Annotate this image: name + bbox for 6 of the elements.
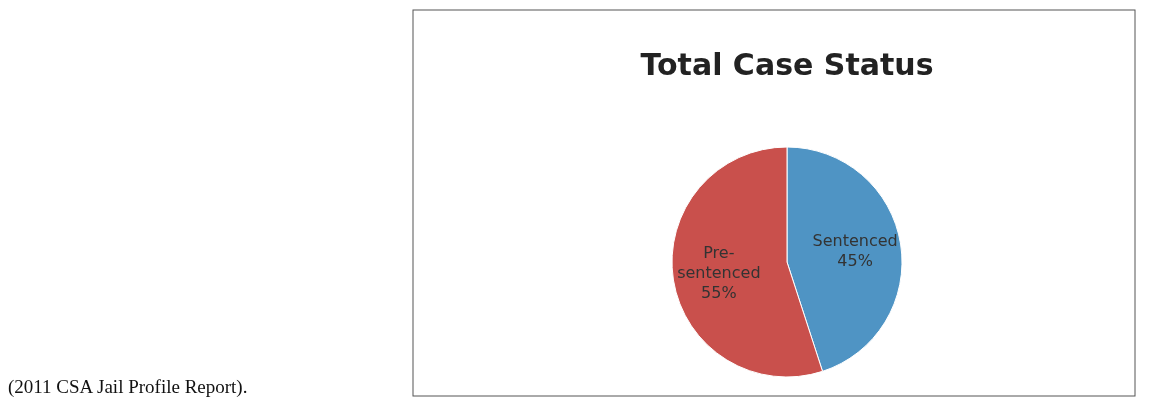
data-label: 55% [701,282,737,302]
data-label: 45% [837,251,873,271]
slice-label: Pre-sentenced [677,242,761,282]
slice-label: Sentenced [812,231,898,251]
chart-title: Total Case Status [640,47,934,82]
text: (2011 CSA Jail Profile Report). [8,376,248,398]
